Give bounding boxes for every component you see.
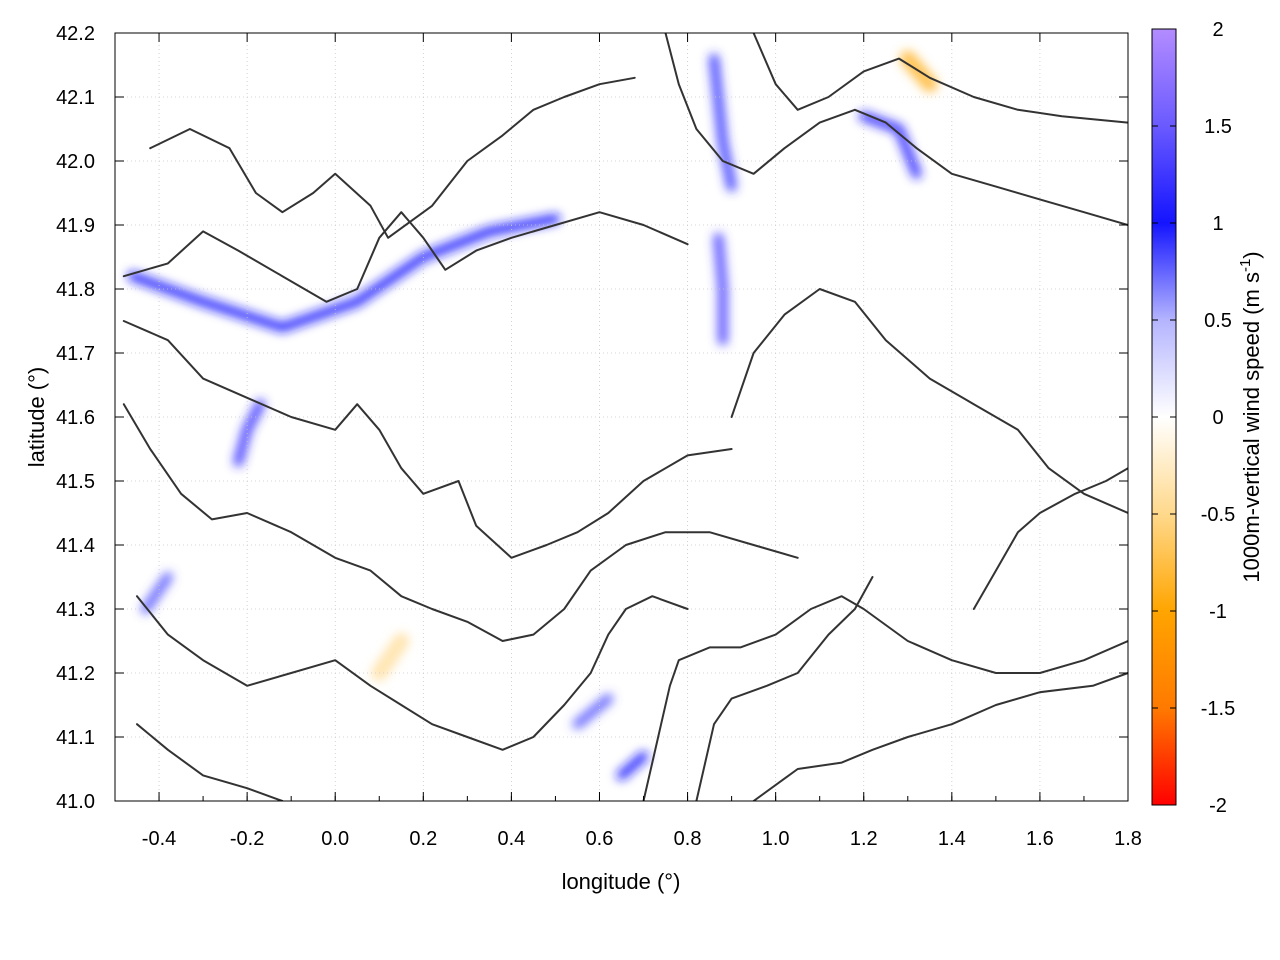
x-axis: -0.4 -0.2 0.0 0.2 0.4 0.6 0.8 1.0 1.2 1.4 1.6 1.8 (114, 33, 1142, 850)
contour-line (642, 595, 1128, 801)
y-tick-label: 41.2 (56, 663, 95, 685)
y-tick-label: 41.3 (56, 599, 95, 621)
colorbar-label-end: ) (1239, 251, 1264, 258)
colorbar-tick-label: 1 (1212, 213, 1223, 235)
contour-line (664, 33, 1128, 226)
contour-line (122, 211, 689, 303)
y-tick-label: 41.4 (56, 535, 95, 557)
contour-line (752, 672, 1128, 801)
updraft-band (858, 111, 922, 179)
y-tick-label: 41.9 (56, 215, 95, 237)
x-tick-label: 1.4 (938, 828, 966, 850)
colorbar-label-sup: -1 (1237, 259, 1254, 272)
y-tick-label: 42.1 (56, 87, 95, 109)
y-tick-label: 42.2 (56, 23, 95, 45)
contour-line (695, 576, 874, 801)
y-tick-label: 41.0 (56, 791, 95, 813)
updraft-band (709, 53, 737, 192)
updraft-band (127, 213, 561, 333)
x-tick-label: 0.6 (586, 828, 614, 850)
x-tick-label: 0.0 (321, 828, 349, 850)
updraft-band (572, 693, 614, 730)
x-tick-label: -0.4 (142, 828, 176, 850)
colorbar: 2 1.5 1 0.5 0 -0.5 -1 -1.5 -2 1000m-vertical win… (1151, 19, 1264, 817)
contour-lines (122, 33, 1128, 801)
x-tick-label: 1.0 (762, 828, 790, 850)
colorbar-tick-label: 0.5 (1204, 310, 1232, 332)
updraft-band (713, 232, 728, 346)
colorbar-tick-label: 1.5 (1204, 116, 1232, 138)
grid-lines (115, 33, 1128, 801)
y-tick-label: 41.6 (56, 407, 95, 429)
colorbar-tick-label: -2 (1209, 795, 1227, 817)
colorbar-label: 1000m-vertical wind speed (m s-1) (1237, 251, 1264, 582)
plot-area (115, 33, 1128, 801)
colorbar-tick-label: -0.5 (1201, 504, 1235, 526)
contour-line (752, 33, 1128, 124)
contour-line (122, 320, 733, 559)
x-tick-label: 1.6 (1026, 828, 1054, 850)
heatmap-layer (127, 50, 938, 781)
colorbar-tick-label: -1 (1209, 601, 1227, 623)
y-tick-label: 41.5 (56, 471, 95, 493)
contour-line (122, 403, 799, 642)
colorbar-label-main: 1000m-vertical wind speed (m s (1239, 272, 1264, 583)
y-tick-label: 41.1 (56, 727, 95, 749)
x-tick-label: 0.4 (497, 828, 525, 850)
colorbar-tick-label: 2 (1212, 19, 1223, 41)
y-tick-label: 41.7 (56, 343, 95, 365)
x-tick-label: 0.2 (409, 828, 437, 850)
downdraft-spot (371, 633, 410, 681)
contour-line (136, 595, 689, 751)
colorbar-tick-label: 0 (1212, 407, 1223, 429)
y-tick-label: 41.8 (56, 279, 95, 301)
colorbar-tick-label: -1.5 (1201, 698, 1235, 720)
colorbar-ticks: 2 1.5 1 0.5 0 -0.5 -1 -1.5 -2 (1152, 19, 1235, 817)
x-tick-label: -0.2 (230, 828, 264, 850)
x-tick-label: 0.8 (674, 828, 702, 850)
updraft-band (140, 572, 173, 614)
contour-line (149, 76, 636, 239)
contour-line (136, 723, 284, 801)
y-axis-label: latitude (°) (24, 367, 49, 468)
x-tick-label: 1.2 (850, 828, 878, 850)
y-axis: 41.0 41.1 41.2 41.3 41.4 41.5 41.6 41.7 41.8 41.9… (56, 23, 1128, 813)
updraft-band (616, 751, 649, 781)
x-tick-label: 1.8 (1114, 828, 1142, 850)
contour-line (730, 288, 1128, 514)
contour-line (972, 467, 1128, 610)
x-axis-label: longitude (°) (562, 869, 681, 894)
plot-background (115, 33, 1128, 801)
y-tick-label: 42.0 (56, 151, 95, 173)
